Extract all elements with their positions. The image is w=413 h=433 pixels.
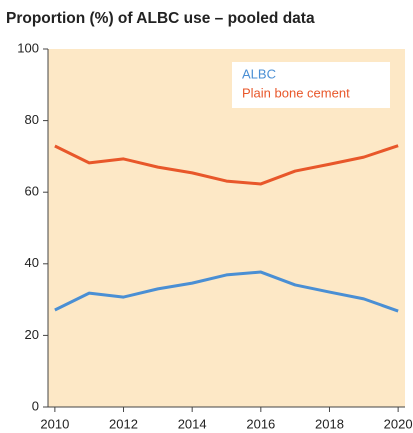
plot-background — [48, 49, 405, 407]
legend-box — [232, 62, 390, 108]
y-tick-label: 80 — [25, 112, 39, 127]
x-tick-label: 2014 — [178, 416, 207, 431]
line-series — [54, 270, 399, 313]
y-tick-label: 40 — [25, 255, 39, 270]
y-tick-label: 20 — [25, 327, 39, 342]
x-tick-label: 2018 — [315, 416, 344, 431]
y-tick-label: 0 — [32, 398, 39, 413]
x-tick-label: 2016 — [246, 416, 275, 431]
x-tick-label: 2012 — [109, 416, 138, 431]
x-tick-label: 2020 — [384, 416, 413, 431]
legend-label: Plain bone cement — [242, 85, 350, 100]
line-series — [54, 144, 399, 186]
chart-title: Proportion (%) of ALBC use – pooled data — [6, 10, 315, 27]
y-tick-label: 60 — [25, 184, 39, 199]
legend-label: ALBC — [242, 66, 276, 81]
y-tick-label: 100 — [17, 40, 39, 55]
x-tick-label: 2010 — [40, 416, 69, 431]
